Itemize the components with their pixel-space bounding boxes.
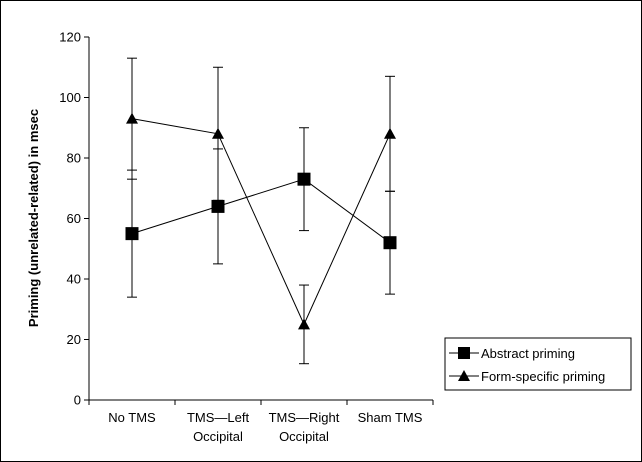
y-ticks: 0 20 40 60 80 100 120 — [59, 30, 89, 408]
y-tick-label: 0 — [74, 393, 81, 408]
legend-label-abstract: Abstract priming — [481, 346, 575, 361]
series-line-form-specific — [131, 118, 391, 326]
y-tick-label: 100 — [59, 90, 81, 105]
y-tick-label: 20 — [67, 332, 81, 347]
marker-triangle — [212, 127, 224, 139]
marker-square — [383, 236, 397, 250]
x-ticks: No TMS TMS—Left Occipital TMS—Right Occipita… — [88, 400, 434, 444]
x-tick-label: TMS—Left — [187, 410, 250, 425]
x-tick-label: No TMS — [108, 410, 156, 425]
marker-square — [125, 227, 139, 241]
y-tick-label: 120 — [59, 30, 81, 45]
y-axis-label: Priming (unrelated-related) in msec — [26, 109, 41, 327]
marker-triangle — [126, 112, 138, 124]
y-tick-label: 80 — [67, 151, 81, 166]
x-tick-label: Sham TMS — [358, 410, 423, 425]
marker-triangle — [384, 127, 396, 139]
y-tick-label: 40 — [67, 272, 81, 287]
legend: Abstract priming Form-specific priming — [444, 337, 632, 391]
legend-label-form: Form-specific priming — [481, 369, 605, 384]
legend-marker-triangle — [458, 370, 470, 381]
series-line-abstract — [131, 178, 391, 244]
x-tick-label: Occipital — [279, 429, 329, 444]
marker-square — [211, 199, 225, 213]
marker-triangle — [298, 318, 310, 330]
legend-box — [444, 337, 632, 391]
axes — [88, 37, 433, 401]
legend-marker-square — [458, 347, 470, 359]
y-tick-label: 60 — [67, 211, 81, 226]
x-tick-label: Occipital — [193, 429, 243, 444]
x-tick-label: TMS—Right — [269, 410, 340, 425]
data-markers — [125, 112, 397, 330]
series-lines — [131, 118, 391, 326]
marker-square — [297, 172, 311, 186]
